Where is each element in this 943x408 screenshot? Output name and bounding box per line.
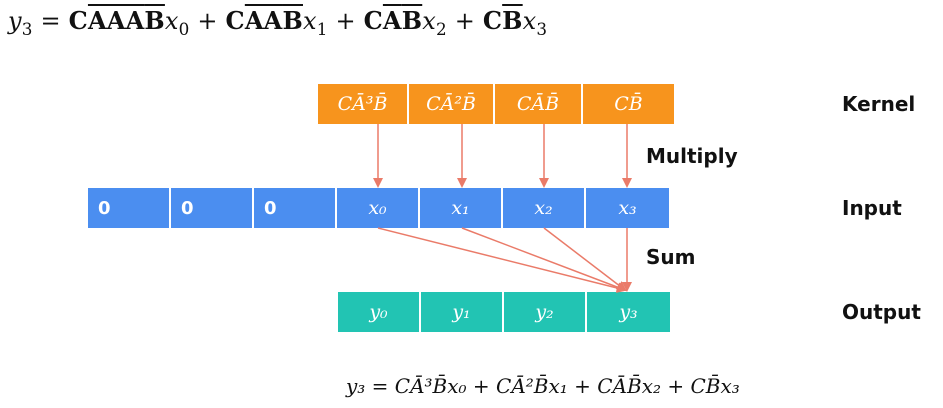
top-equation: y3 = CAAABx0 + CAABx1 + CABx2 + CBx3 xyxy=(8,6,548,39)
kernel-label: Kernel xyxy=(842,92,916,116)
sum-arrow xyxy=(543,227,627,292)
output-cell: y₂ xyxy=(504,292,587,332)
input-row: 0 0 0 x₀ x₁ x₂ x₃ xyxy=(88,188,669,228)
input-cell: x₀ xyxy=(337,188,420,228)
kernel-cell: CĀB̄ xyxy=(495,84,583,124)
input-cell: x₂ xyxy=(503,188,586,228)
kernel-cell: CĀ³B̄ xyxy=(318,84,409,124)
output-cell: y₀ xyxy=(338,292,421,332)
kernel-row: CĀ³B̄ CĀ²B̄ CĀB̄ CB̄ xyxy=(318,84,674,124)
input-cell: x₁ xyxy=(420,188,503,228)
sum-arrow xyxy=(461,227,627,292)
input-cell: 0 xyxy=(88,188,171,228)
multiply-label: Multiply xyxy=(646,144,738,168)
input-cell: x₃ xyxy=(586,188,669,228)
sum-label: Sum xyxy=(646,245,696,269)
output-row: y₀ y₁ y₂ y₃ xyxy=(338,292,670,332)
output-label: Output xyxy=(842,300,921,324)
input-label: Input xyxy=(842,196,902,220)
sum-arrow xyxy=(377,227,627,293)
output-cell: y₃ xyxy=(587,292,670,332)
kernel-cell: CB̄ xyxy=(583,84,674,124)
bottom-equation: y₃ = CĀ³B̄x₀ + CĀ²B̄x₁ + CĀB̄x₂ + CB̄x₃ xyxy=(346,374,740,398)
input-cell: 0 xyxy=(254,188,337,228)
output-cell: y₁ xyxy=(421,292,504,332)
kernel-cell: CĀ²B̄ xyxy=(409,84,495,124)
input-cell: 0 xyxy=(171,188,254,228)
